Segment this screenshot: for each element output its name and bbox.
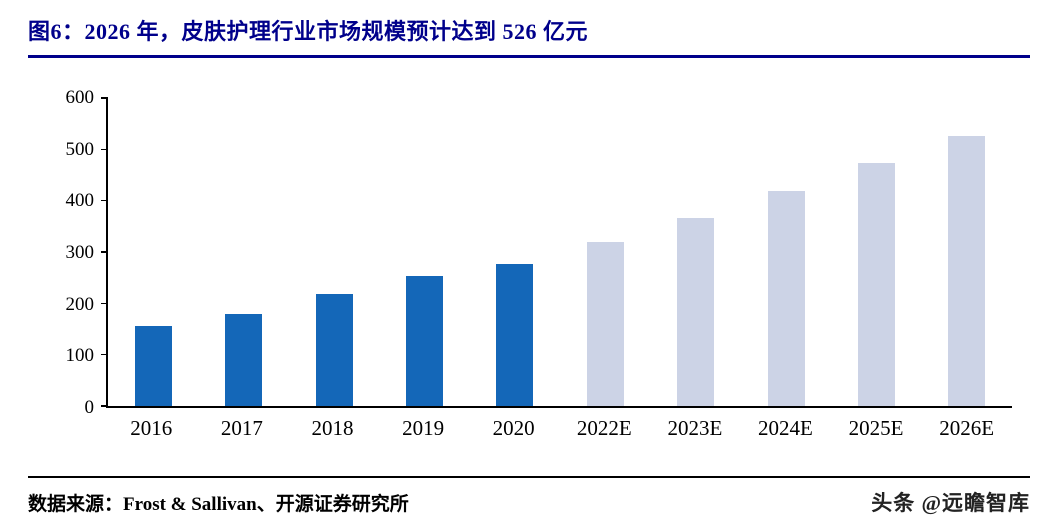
x-tick-label: 2026E	[939, 416, 995, 440]
bars	[108, 98, 1012, 406]
bar-2026E	[948, 136, 986, 406]
bar-slot	[650, 98, 740, 406]
bar-2023E	[677, 218, 715, 406]
y-tick-mark	[101, 251, 108, 253]
bar-2024E	[767, 191, 805, 406]
bar-2020	[496, 264, 534, 406]
y-tick-label: 500	[65, 138, 95, 160]
x-tick-label: 2025E	[848, 416, 904, 440]
y-tick-mark	[101, 353, 108, 356]
y-tick-label: 600	[65, 87, 95, 108]
x-tick-label: 2018	[311, 416, 354, 440]
bar-chart: 600 500 400 300 200 100 0	[60, 87, 1012, 418]
bar-slot	[831, 98, 921, 406]
bar-2017	[225, 313, 263, 406]
bar-slot	[198, 98, 288, 406]
x-axis-labels: 2016 2017 2018 2019 2020 2022E 2023E 2024E 2025E…	[106, 416, 1012, 441]
watermark-text: 头条 @远瞻智库	[871, 491, 1030, 515]
bar-slot	[922, 98, 1012, 406]
plot-area	[101, 97, 1012, 408]
bar-2019	[405, 275, 443, 406]
bar-slot	[108, 98, 198, 406]
title-underline-rule	[28, 55, 1030, 58]
y-tick-mark	[101, 199, 108, 202]
y-tick-label: 400	[65, 190, 95, 212]
figure-title: 图6：2026 年，皮肤护理行业市场规模预计达到 526 亿元	[28, 19, 589, 44]
x-tick-label: 2016	[130, 416, 173, 440]
bar-2022E	[586, 242, 624, 406]
y-tick-label: 100	[65, 345, 95, 367]
figure-footer: 数据来源：Frost & Sallivan、开源证券研究所 头条 @远瞻智库	[28, 476, 1030, 517]
y-tick-label: 200	[65, 293, 95, 315]
bar-slot	[741, 98, 831, 406]
bar-2018	[315, 294, 353, 406]
y-tick-mark	[101, 302, 108, 305]
bar-2025E	[857, 162, 895, 406]
x-tick-label: 2017	[220, 416, 263, 440]
y-axis-labels: 600 500 400 300 200 100 0	[60, 87, 102, 418]
x-tick-label: 2019	[402, 416, 445, 440]
x-tick-label: 2020	[492, 416, 535, 440]
y-tick-mark	[101, 405, 108, 407]
x-tick-label: 2024E	[758, 416, 813, 440]
y-tick-label: 300	[65, 242, 95, 263]
y-tick-mark	[101, 97, 108, 99]
bar-slot	[470, 98, 560, 406]
x-tick-label: 2022E	[576, 416, 632, 440]
y-tick-label: 0	[84, 397, 95, 418]
bar-slot	[379, 98, 469, 406]
y-tick-mark	[101, 148, 108, 151]
bar-2016	[134, 326, 172, 406]
data-source-text: 数据来源：Frost & Sallivan、开源证券研究所	[28, 494, 409, 515]
bar-slot	[560, 98, 650, 406]
x-tick-label: 2023E	[667, 416, 723, 440]
figure-header: 图6：2026 年，皮肤护理行业市场规模预计达到 526 亿元	[28, 14, 1030, 58]
bar-slot	[289, 98, 379, 406]
